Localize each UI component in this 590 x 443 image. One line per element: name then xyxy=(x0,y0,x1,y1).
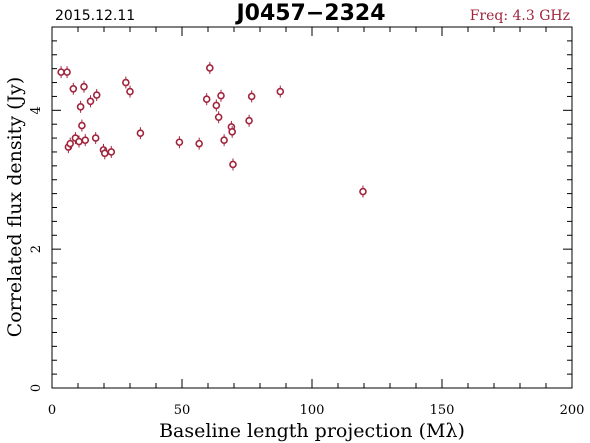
frequency-label: Freq: 4.3 GHz xyxy=(470,8,570,24)
data-point xyxy=(122,76,130,89)
point-marker xyxy=(214,113,223,122)
data-point xyxy=(92,89,101,102)
point-marker xyxy=(206,64,214,72)
data-point xyxy=(78,119,86,132)
point-marker xyxy=(245,116,253,125)
x-axis: 0 50 100 150 200 xyxy=(48,27,585,418)
point-marker xyxy=(91,134,100,142)
point-marker xyxy=(86,97,95,106)
data-point xyxy=(195,137,203,150)
point-marker xyxy=(195,139,203,148)
data-point xyxy=(100,147,109,160)
point-marker xyxy=(122,78,130,87)
data-point xyxy=(202,93,211,106)
data-point xyxy=(76,100,85,113)
observation-date: 2015.12.11 xyxy=(55,8,135,24)
plot-frame xyxy=(51,26,573,389)
point-marker xyxy=(66,139,74,148)
point-marker xyxy=(57,68,65,76)
data-point xyxy=(80,80,88,93)
point-marker xyxy=(202,95,211,103)
data-point xyxy=(247,90,256,103)
point-marker xyxy=(228,128,236,136)
data-point xyxy=(66,137,74,150)
point-marker xyxy=(63,68,71,76)
point-marker xyxy=(76,103,85,111)
data-point xyxy=(57,66,65,79)
source-name: J0457−2324 xyxy=(234,1,385,26)
x-axis-label: Baseline length projection (Mλ) xyxy=(159,420,465,442)
point-marker xyxy=(81,136,90,144)
x-tick-label: 200 xyxy=(560,403,585,418)
data-point xyxy=(107,145,116,158)
data-point xyxy=(212,99,221,112)
data-point xyxy=(136,127,145,140)
data-point xyxy=(175,136,184,149)
point-marker xyxy=(359,187,367,196)
x-tick-label: 100 xyxy=(300,403,325,418)
point-marker xyxy=(212,101,221,110)
point-marker xyxy=(229,160,237,169)
point-marker xyxy=(247,92,256,101)
y-axis: 0 2 4 xyxy=(29,40,572,392)
data-point xyxy=(206,61,214,74)
point-marker xyxy=(136,129,145,138)
x-tick-label: 150 xyxy=(430,403,455,418)
point-marker xyxy=(69,84,78,93)
y-axis-label: Correlated flux density (Jy) xyxy=(4,77,26,338)
point-marker xyxy=(220,136,228,144)
data-point xyxy=(214,111,223,124)
y-tick-label: 0 xyxy=(29,384,44,392)
point-marker xyxy=(276,87,285,96)
x-tick-label: 0 xyxy=(48,403,56,418)
x-tick-label: 50 xyxy=(174,403,191,418)
point-marker xyxy=(100,149,109,158)
data-points xyxy=(57,61,367,198)
point-marker xyxy=(107,148,116,156)
point-marker xyxy=(175,138,184,147)
point-marker xyxy=(80,82,88,91)
data-point xyxy=(126,85,134,98)
data-point xyxy=(228,125,236,138)
data-point xyxy=(63,66,71,79)
data-point xyxy=(220,134,228,147)
data-point xyxy=(359,185,367,198)
data-point xyxy=(229,158,237,171)
point-marker xyxy=(126,87,134,96)
point-marker xyxy=(92,91,101,99)
data-point xyxy=(217,89,225,102)
data-point xyxy=(69,82,78,95)
data-point xyxy=(81,134,90,147)
data-point xyxy=(276,85,285,98)
data-point xyxy=(86,95,95,108)
point-marker xyxy=(217,91,225,100)
data-point xyxy=(245,114,253,127)
point-marker xyxy=(78,121,86,130)
data-point xyxy=(91,132,100,145)
y-tick-label: 2 xyxy=(29,245,44,253)
point-marker xyxy=(75,137,83,146)
y-tick-label: 4 xyxy=(29,106,44,114)
